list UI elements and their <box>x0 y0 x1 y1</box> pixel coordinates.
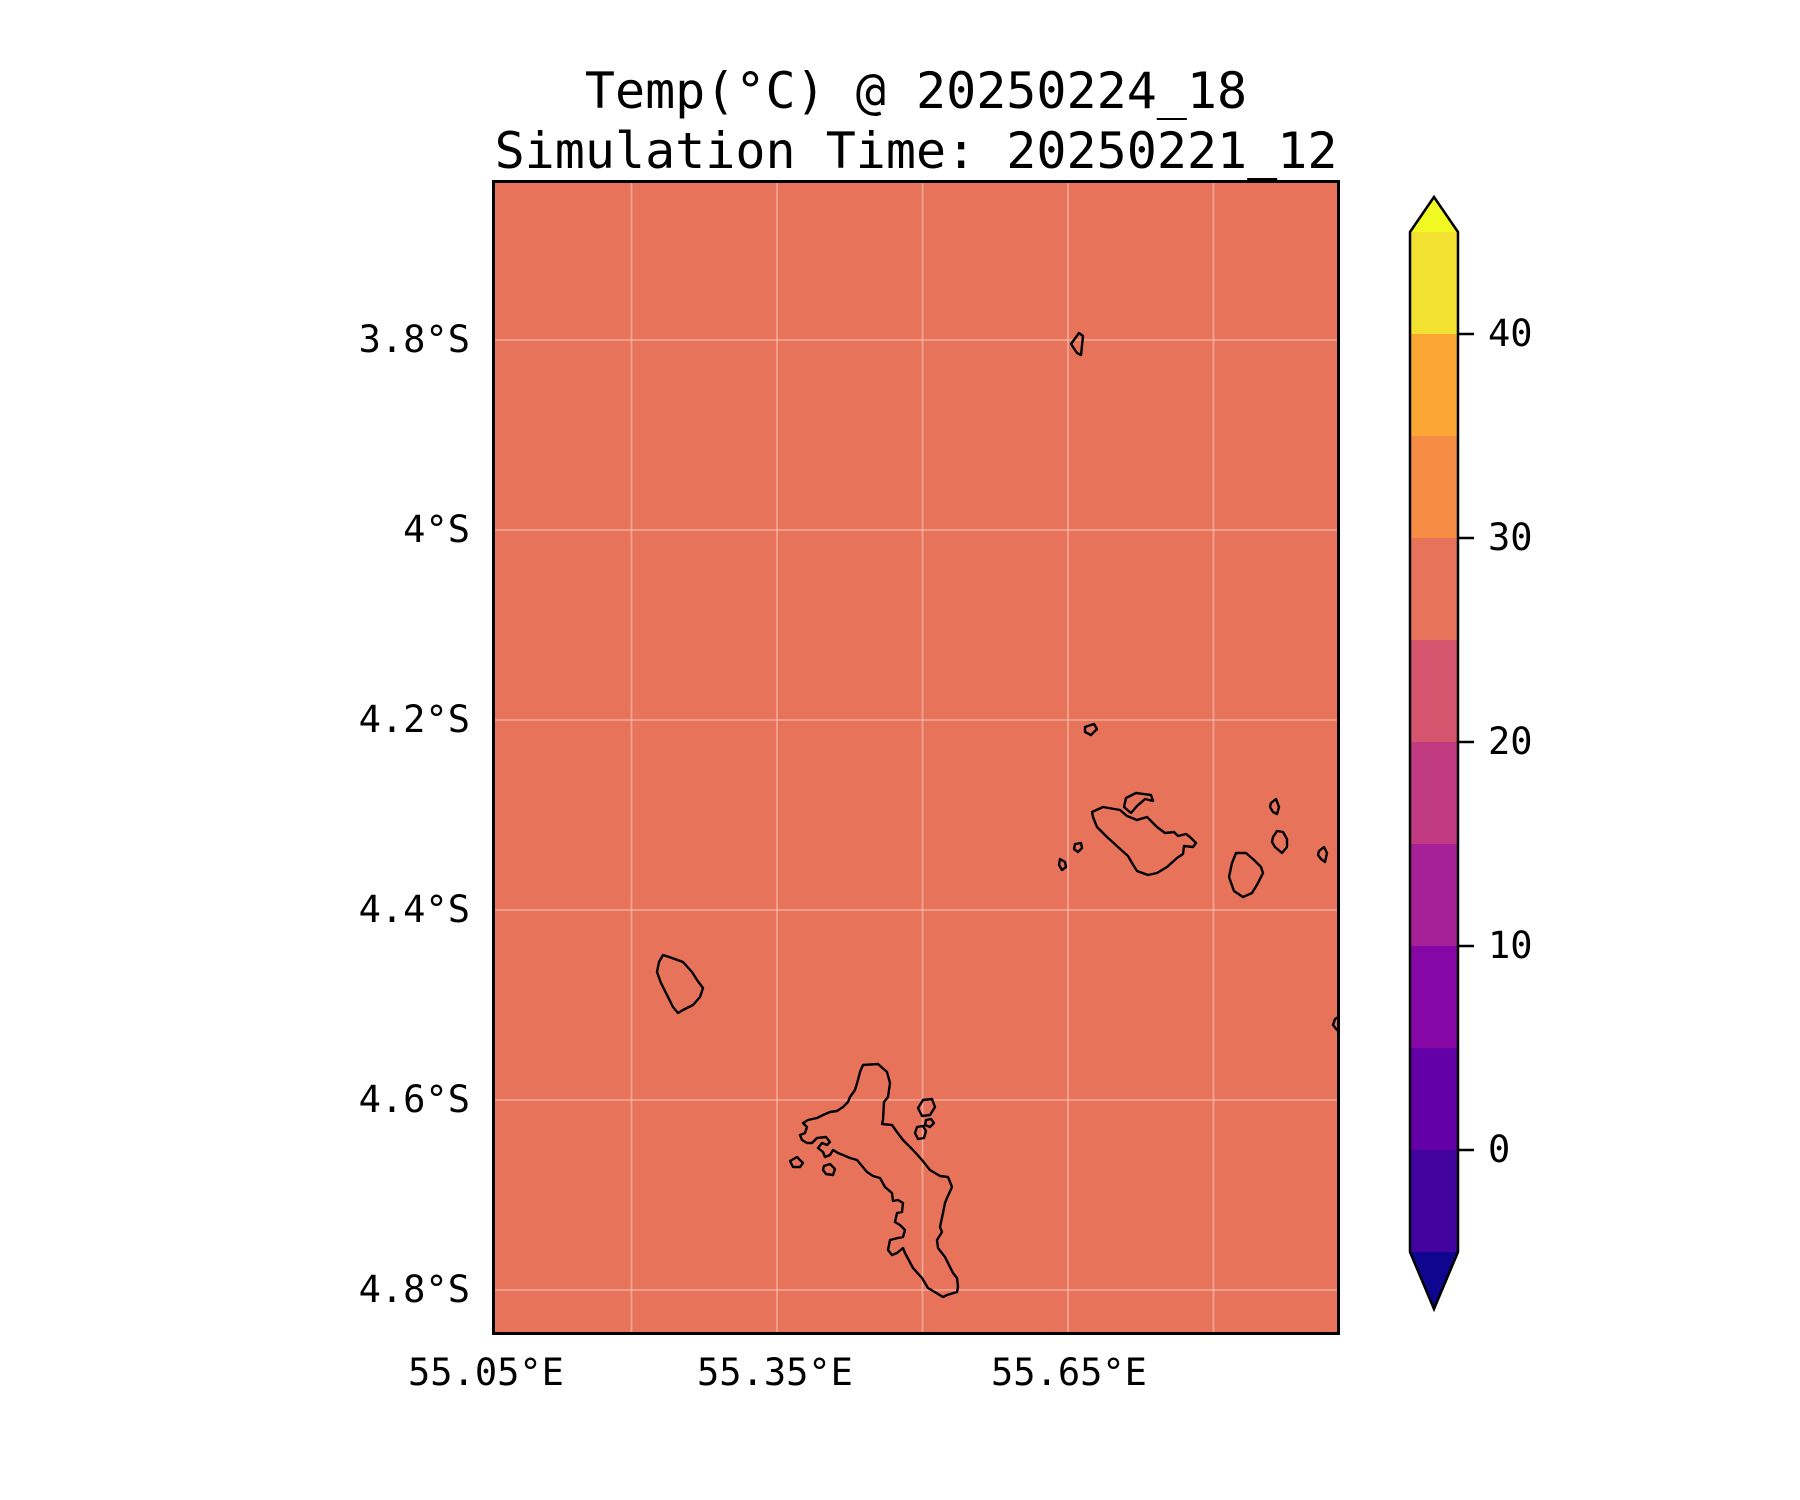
x-tick-label: 55.35°E <box>697 1351 853 1394</box>
colorbar-segment-10–15 <box>1410 844 1458 946</box>
y-tick-label: 4.6°S <box>358 1078 470 1121</box>
colorbar-segment-15–20 <box>1410 742 1458 844</box>
coastline-ste-anne <box>916 1097 937 1118</box>
colorbar-arrow-over <box>1410 197 1458 232</box>
x-tick-label: 55.05°E <box>408 1351 564 1394</box>
colorbar-segment--5–0 <box>1410 1150 1458 1252</box>
colorbar-segment-35–40 <box>1410 334 1458 436</box>
chart-subtitle: Simulation Time: 20250221_12 <box>494 122 1338 180</box>
colorbar-tick-label: 20 <box>1488 720 1533 763</box>
colorbar-tick-label: 30 <box>1488 516 1533 559</box>
colorbar-arrow-under <box>1410 1252 1458 1309</box>
coastline-mahe <box>798 1062 960 1299</box>
colorbar-segment-25–30 <box>1410 538 1458 640</box>
coastline-la-digue <box>1227 851 1265 899</box>
y-tick-label: 4.2°S <box>358 698 470 741</box>
y-tick-label: 4.4°S <box>358 888 470 931</box>
coastline-moyenne-long <box>913 1124 928 1141</box>
coastline-denis <box>1069 331 1085 357</box>
colorbar-segment-5–10 <box>1410 946 1458 1048</box>
colorbar-tick-label: 40 <box>1488 312 1533 355</box>
coastline-felicite <box>1270 829 1289 855</box>
coastline-grande-soeur <box>1268 797 1281 816</box>
colorbar-segment-30–35 <box>1410 436 1458 538</box>
coastline-praslin <box>1090 805 1198 877</box>
colorbar-tick-label: 0 <box>1488 1128 1511 1171</box>
map-frame <box>492 180 1340 1335</box>
coastline-cerf <box>923 1117 936 1129</box>
coastline-marianne <box>1316 845 1329 864</box>
coastline-curieuse <box>1122 791 1155 815</box>
colorbar-outline <box>1408 194 1460 1313</box>
coastline-cousin <box>1072 841 1084 854</box>
map-plot <box>492 180 1340 1335</box>
y-tick-label: 4°S <box>403 508 470 551</box>
x-tick-label: 55.65°E <box>991 1351 1147 1394</box>
colorbar-tick-label: 10 <box>1488 924 1533 967</box>
coastline-conception <box>821 1162 837 1177</box>
colorbar <box>1408 194 1474 1313</box>
colorbar-segment-0–5 <box>1410 1048 1458 1150</box>
y-tick-label: 3.8°S <box>358 318 470 361</box>
chart-title: Temp(°C) @ 20250224_18 <box>584 62 1248 120</box>
map-background <box>492 180 1340 1335</box>
colorbar-segment-20–25 <box>1410 640 1458 742</box>
y-tick-label: 4.8°S <box>358 1268 470 1311</box>
coastline-silhouette <box>655 953 705 1015</box>
colorbar-segment-40–45 <box>1410 232 1458 334</box>
coastline-cousine <box>1057 857 1068 872</box>
coastline-therese <box>788 1155 805 1169</box>
coastline-aride <box>1083 722 1099 737</box>
